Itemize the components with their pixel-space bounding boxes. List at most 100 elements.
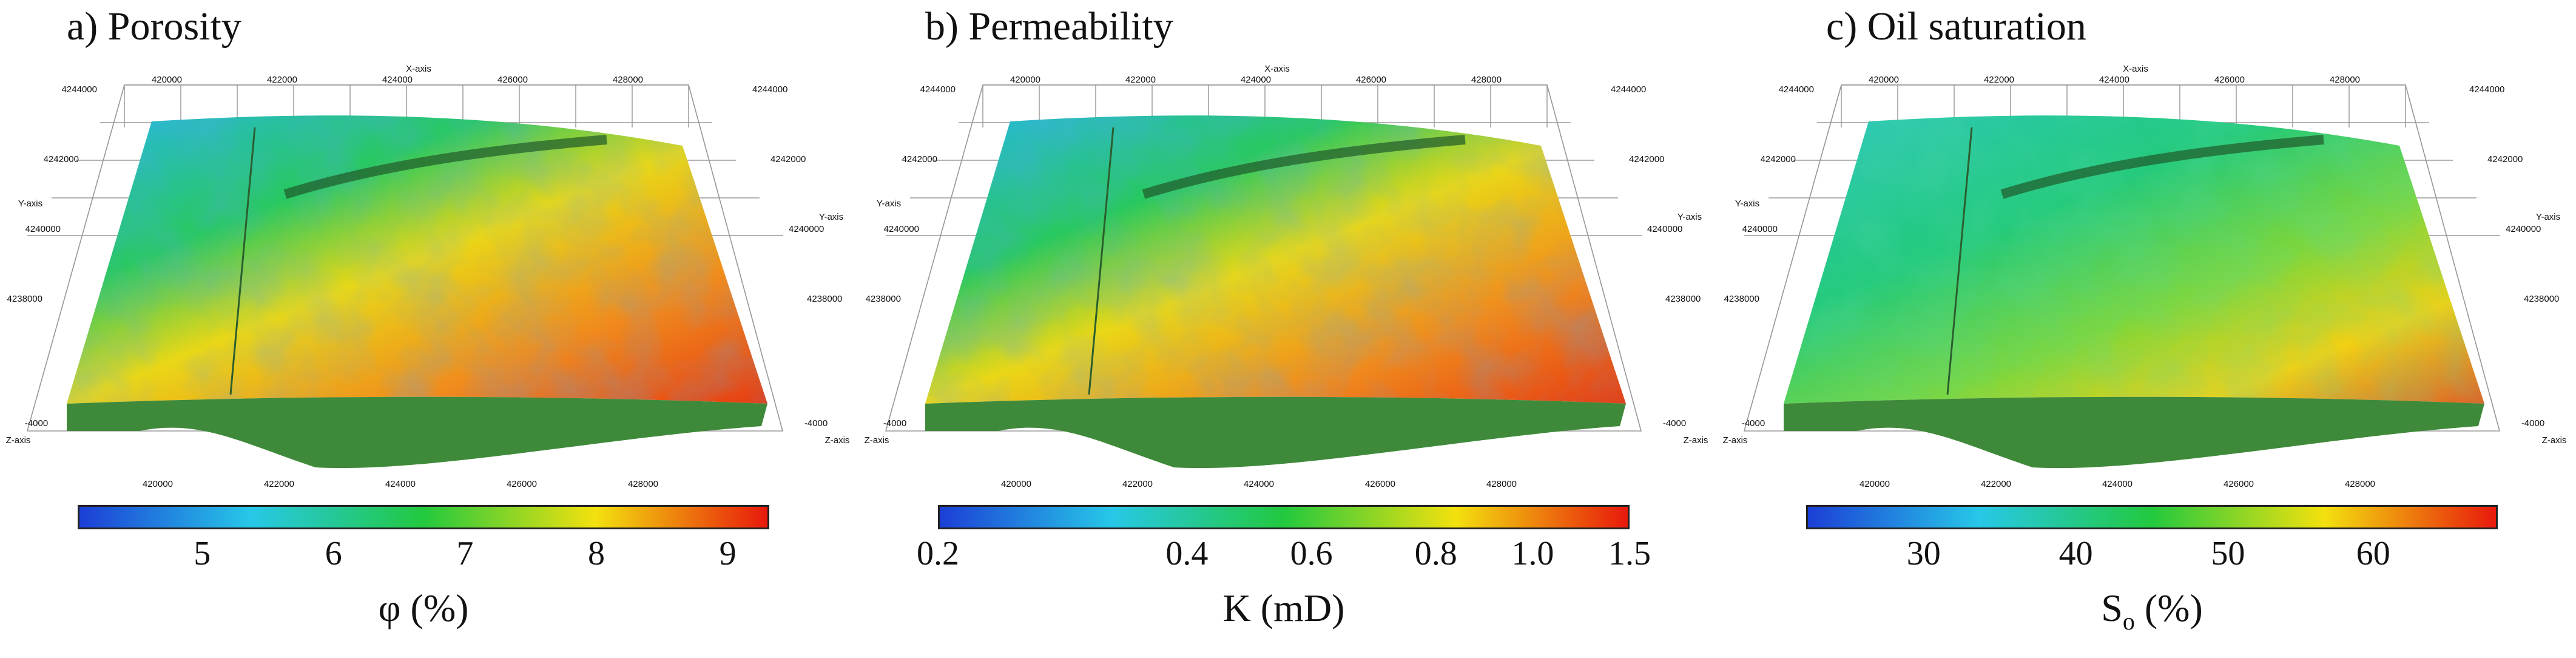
x-tick-label-top: 428000 (613, 75, 643, 85)
x-tick-label-top: 424000 (382, 75, 413, 85)
colorbar-tick-label: 1.5 (1608, 535, 1651, 572)
y-tick-label-right: 4242000 (2487, 154, 2523, 164)
colorbar-tick-label: 7 (456, 535, 474, 572)
colorbar-label-unit: (%) (2144, 586, 2203, 629)
z-axis-title-left: Z-axis (1723, 435, 1748, 446)
colorbar-label-symbol: S (2101, 586, 2123, 629)
colorbar-ticks: 0.2 0.4 0.6 0.8 1.0 1.5 (917, 534, 1651, 577)
y-tick-label-left: 4238000 (866, 294, 901, 304)
x-tick-label-top: 424000 (1241, 75, 1271, 85)
colorbar-tick-label: 0.8 (1414, 535, 1457, 572)
y-tick-label-left: 4242000 (902, 154, 937, 164)
y-tick-label-left: 4244000 (62, 84, 97, 95)
y-tick-label-right: 4244000 (1611, 84, 1646, 95)
x-tick-label-top: 422000 (1984, 75, 2014, 85)
colorbar-label: φ (%) (379, 586, 469, 631)
x-tick-label-bottom: 426000 (507, 479, 537, 489)
colorbar-tick-label: 50 (2211, 535, 2245, 572)
z-tick-label-right: -4000 (2521, 418, 2544, 429)
reservoir-3d-view: X-axis 420000 420000 422000 422000 424000 4240… (865, 64, 1708, 489)
x-tick-label-bottom: 420000 (143, 479, 173, 489)
colorbar-tick-label: 6 (325, 535, 342, 572)
y-tick-label-right: 4242000 (770, 154, 806, 164)
z-tick-label-right: -4000 (804, 418, 828, 429)
panel-2: b) Permeability X-axis 420000 420000 422000 4… (858, 0, 1717, 658)
y-tick-label-right: 4240000 (2506, 224, 2541, 234)
colorbar-tick-label: 1.0 (1511, 535, 1554, 572)
colorbar (1806, 505, 2498, 529)
x-tick-label-top: 426000 (1356, 75, 1386, 85)
panel-3: c) Oil saturation X-axis 420000 420000 42200… (1717, 0, 2575, 658)
y-tick-label-right: 4238000 (807, 294, 842, 304)
z-tick-label-left: -4000 (25, 418, 48, 429)
colorbar-label-symbol: φ (378, 586, 401, 629)
z-axis-title-right: Z-axis (1684, 435, 1708, 446)
colorbar-ticks: 5 6 7 8 9 (78, 534, 769, 577)
y-tick-label-left: 4240000 (1742, 224, 1778, 234)
x-tick-label-bottom: 422000 (1122, 479, 1153, 489)
x-tick-label-top: 420000 (152, 75, 182, 85)
x-tick-label-top: 420000 (1010, 75, 1040, 85)
x-tick-label-bottom: 420000 (1001, 479, 1031, 489)
colorbar-tick-label: 8 (588, 535, 605, 572)
x-tick-label-bottom: 422000 (1981, 479, 2011, 489)
x-tick-label-bottom: 424000 (2102, 479, 2133, 489)
colorbar-label-symbol: K (1222, 586, 1251, 629)
z-axis-title-left: Z-axis (6, 435, 31, 446)
colorbar-tick-label: 9 (719, 535, 737, 572)
x-tick-label-bottom: 428000 (2345, 479, 2375, 489)
colorbar-ticks: 30 40 50 60 (1806, 534, 2498, 577)
y-tick-label-left: 4240000 (884, 224, 919, 234)
colorbar-label: K (mD) (1223, 586, 1345, 631)
y-tick-label-right: 4238000 (2524, 294, 2559, 304)
y-tick-label-left: 4242000 (1761, 154, 1796, 164)
reservoir-3d-view: X-axis 420000 420000 422000 422000 424000 4240… (6, 64, 850, 489)
x-axis-title: X-axis (1264, 64, 1290, 74)
x-axis-title: X-axis (406, 64, 431, 74)
panel-1: a) Porosity X-axis 420000 420000 422000 42200… (0, 0, 858, 658)
y-tick-label-right: 4242000 (1629, 154, 1664, 164)
y-axis-title-left: Y-axis (18, 198, 42, 209)
z-tick-label-right: -4000 (1663, 418, 1686, 429)
x-tick-label-bottom: 422000 (264, 479, 294, 489)
y-axis-title-left: Y-axis (1735, 198, 1759, 209)
colorbar-tick-label: 0.4 (1165, 535, 1209, 572)
x-tick-label-bottom: 424000 (1244, 479, 1274, 489)
colorbar (78, 505, 769, 529)
y-tick-label-left: 4238000 (1724, 294, 1759, 304)
colorbar-label-subscript: o (2122, 607, 2135, 635)
y-tick-label-right: 4238000 (1665, 294, 1701, 304)
panel-title: a) Porosity (67, 4, 241, 49)
reservoir-3d-view: X-axis 420000 420000 422000 422000 424000 4240… (1723, 64, 2567, 489)
panel-title: b) Permeability (925, 4, 1173, 49)
z-tick-label-left: -4000 (883, 418, 906, 429)
colorbar-tick-label: 0.2 (917, 535, 959, 572)
x-tick-label-bottom: 424000 (385, 479, 416, 489)
x-tick-label-bottom: 426000 (1365, 479, 1395, 489)
x-tick-label-top: 426000 (497, 75, 528, 85)
colorbar-tick-label: 60 (2356, 535, 2390, 572)
x-tick-label-top: 422000 (1125, 75, 1156, 85)
x-tick-label-bottom: 428000 (1486, 479, 1517, 489)
x-axis-title: X-axis (2123, 64, 2148, 74)
x-tick-label-top: 424000 (2099, 75, 2129, 85)
z-axis-title-right: Z-axis (825, 435, 850, 446)
x-tick-label-bottom: 420000 (1860, 479, 1890, 489)
colorbar-tick-label: 40 (2058, 535, 2093, 572)
y-axis-title-right: Y-axis (819, 212, 843, 222)
x-tick-label-top: 422000 (267, 75, 297, 85)
z-tick-label-left: -4000 (1742, 418, 1765, 429)
y-tick-label-right: 4244000 (2469, 84, 2504, 95)
y-tick-label-left: 4240000 (25, 224, 61, 234)
x-tick-label-bottom: 426000 (2224, 479, 2254, 489)
x-tick-label-top: 426000 (2214, 75, 2245, 85)
colorbar-label-unit: (%) (410, 586, 469, 629)
x-tick-label-top: 420000 (1869, 75, 1899, 85)
colorbar-tick-label: 0.6 (1290, 535, 1333, 572)
colorbar-tick-label: 30 (1906, 535, 1941, 572)
y-tick-label-left: 4238000 (7, 294, 42, 304)
colorbar-label: So (%) (2101, 586, 2203, 636)
y-tick-label-right: 4240000 (1647, 224, 1682, 234)
y-tick-label-right: 4244000 (752, 84, 787, 95)
colorbar-tick-label: 5 (194, 535, 211, 572)
